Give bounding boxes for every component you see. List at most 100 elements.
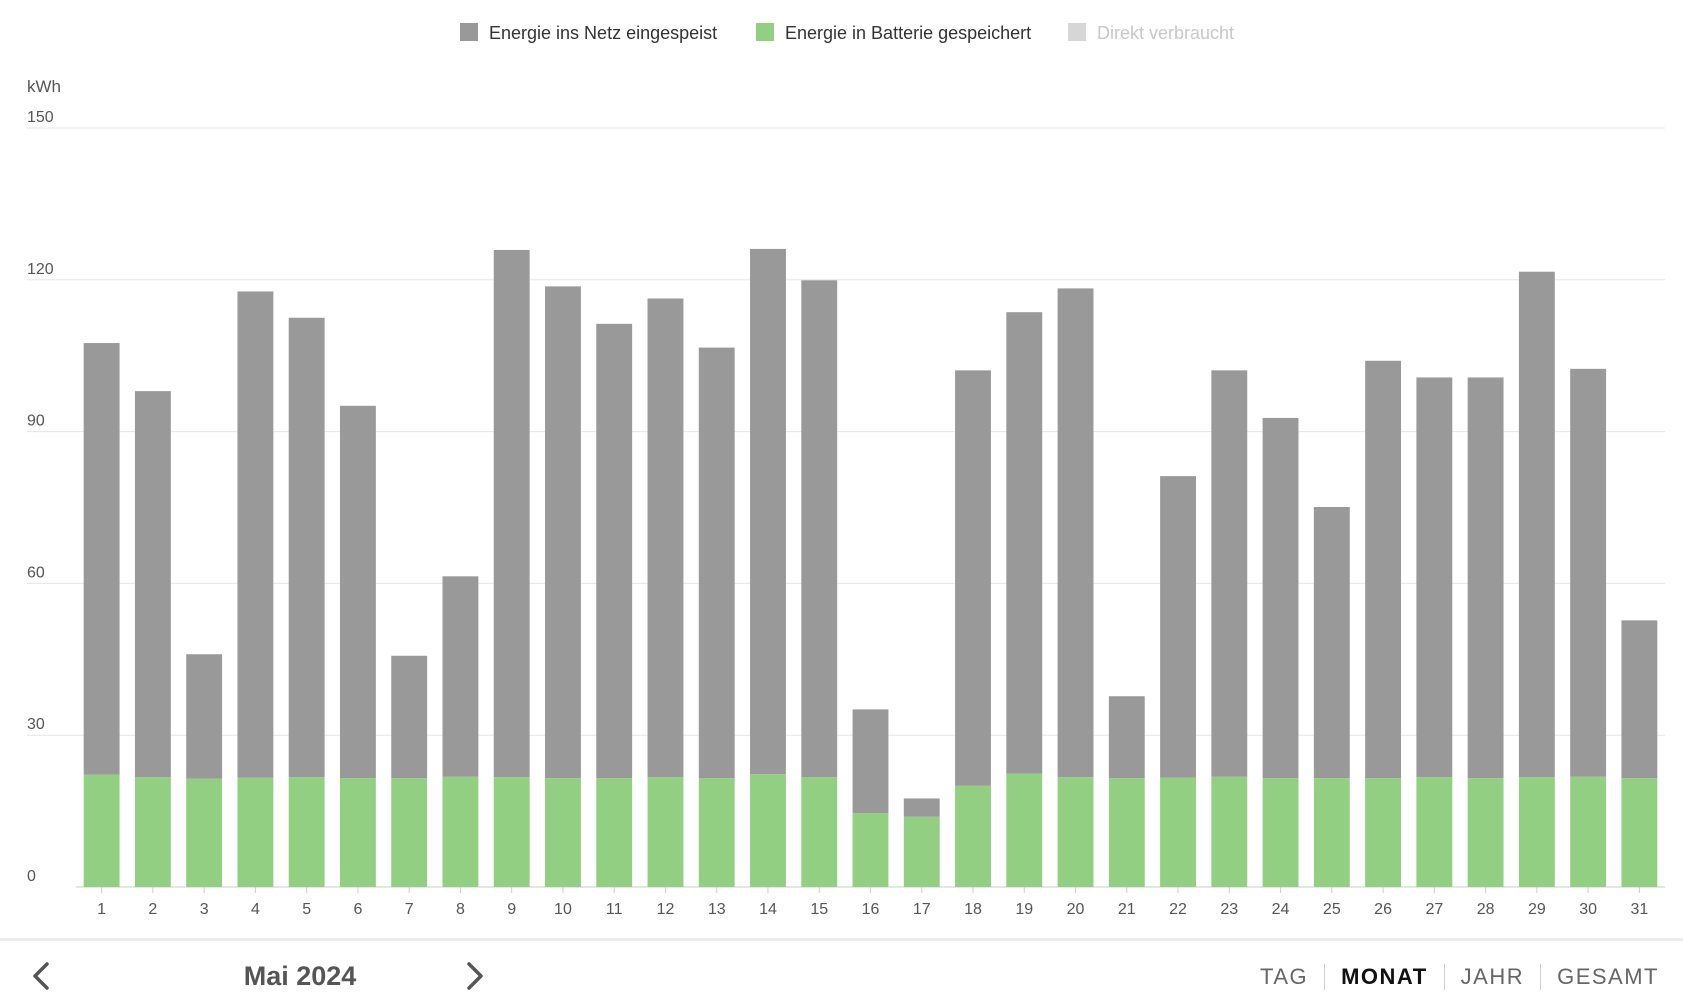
bar-battery[interactable]	[391, 778, 428, 887]
bar-battery[interactable]	[1416, 777, 1453, 887]
bar-battery[interactable]	[750, 774, 786, 887]
bar-battery[interactable]	[596, 778, 633, 887]
bar-battery[interactable]	[1057, 777, 1094, 887]
x-tick-label: 14	[759, 901, 777, 918]
bar-grid-feed[interactable]	[1006, 312, 1043, 774]
x-axis: 1 2 3 4 5 6 7 8 9 10 11 12 13 14 15 16 17 18 19 20 21 22 23 24 2…	[97, 887, 1648, 918]
y-axis-unit-label: kWh	[27, 77, 61, 96]
x-tick-label: 22	[1169, 901, 1187, 918]
chart-bars	[83, 248, 1658, 887]
bar-battery[interactable]	[852, 813, 889, 887]
legend-label[interactable]: Energie ins Netz eingespeist	[489, 23, 717, 43]
x-tick-label: 7	[405, 901, 414, 918]
bar-battery[interactable]	[545, 778, 581, 887]
bar-battery[interactable]	[647, 777, 684, 887]
x-tick-label: 31	[1630, 901, 1648, 918]
bar-grid-feed[interactable]	[339, 405, 376, 779]
bar-battery[interactable]	[186, 778, 223, 887]
bar-grid-feed[interactable]	[801, 280, 838, 778]
legend-swatch[interactable]	[756, 23, 774, 41]
bar-battery[interactable]	[1108, 778, 1145, 887]
legend-swatch[interactable]	[1068, 23, 1086, 41]
period-navigation-bar: Mai 2024 TAG MONAT JAHR GESAMT	[0, 938, 1683, 1006]
bar-battery[interactable]	[903, 816, 940, 887]
bar-battery[interactable]	[1570, 776, 1607, 887]
bar-battery[interactable]	[1006, 773, 1043, 887]
x-tick-label: 17	[913, 901, 931, 918]
tab-tag[interactable]: TAG	[1260, 964, 1309, 989]
bar-grid-feed[interactable]	[1621, 620, 1658, 779]
bar-grid-feed[interactable]	[134, 391, 171, 778]
bar-grid-feed[interactable]	[852, 709, 889, 814]
bar-battery[interactable]	[83, 774, 120, 887]
bar-battery[interactable]	[339, 778, 376, 887]
bar-battery[interactable]	[288, 777, 325, 887]
bar-battery[interactable]	[1621, 778, 1658, 887]
bar-battery[interactable]	[442, 776, 479, 887]
bar-battery[interactable]	[1313, 778, 1350, 887]
bar-grid-feed[interactable]	[596, 323, 633, 779]
bar-battery[interactable]	[955, 785, 991, 887]
x-tick-label: 19	[1015, 901, 1033, 918]
bar-battery[interactable]	[237, 777, 274, 887]
tab-gesamt[interactable]: GESAMT	[1540, 964, 1675, 990]
bar-grid-feed[interactable]	[545, 286, 581, 779]
x-tick-label: 23	[1220, 901, 1238, 918]
bar-battery[interactable]	[1211, 776, 1248, 887]
bar-battery[interactable]	[493, 777, 530, 887]
bar-battery[interactable]	[134, 777, 171, 887]
x-tick-label: 20	[1067, 901, 1085, 918]
x-tick-label: 18	[964, 901, 982, 918]
bar-grid-feed[interactable]	[1365, 360, 1402, 779]
y-tick-label: 0	[27, 868, 36, 885]
tab-jahr[interactable]: JAHR	[1443, 964, 1540, 990]
bar-battery[interactable]	[1262, 778, 1299, 887]
x-tick-label: 21	[1118, 901, 1136, 918]
bar-grid-feed[interactable]	[391, 655, 428, 779]
legend-label[interactable]: Direkt verbraucht	[1097, 23, 1234, 43]
chevron-right-icon[interactable]	[458, 959, 492, 993]
x-tick-label: 2	[148, 901, 157, 918]
bar-grid-feed[interactable]	[647, 298, 684, 778]
y-tick-label: 90	[27, 413, 45, 430]
bar-grid-feed[interactable]	[1160, 476, 1196, 778]
x-tick-label: 26	[1374, 901, 1392, 918]
bar-grid-feed[interactable]	[750, 248, 786, 775]
bar-grid-feed[interactable]	[1570, 368, 1607, 777]
bar-battery[interactable]	[698, 778, 735, 887]
bar-grid-feed[interactable]	[1416, 377, 1453, 778]
bar-grid-feed[interactable]	[698, 347, 735, 779]
x-tick-label: 15	[810, 901, 828, 918]
bar-battery[interactable]	[1160, 777, 1196, 887]
bar-grid-feed[interactable]	[493, 249, 530, 778]
bar-grid-feed[interactable]	[288, 317, 325, 778]
x-tick-label: 1	[97, 901, 106, 918]
bar-grid-feed[interactable]	[1518, 271, 1555, 778]
bar-grid-feed[interactable]	[1211, 370, 1248, 777]
bar-grid-feed[interactable]	[1108, 696, 1145, 779]
bar-battery[interactable]	[1365, 778, 1402, 887]
bar-grid-feed[interactable]	[903, 798, 940, 817]
x-tick-label: 27	[1425, 901, 1443, 918]
x-tick-label: 4	[251, 901, 260, 918]
x-tick-label: 9	[507, 901, 516, 918]
bar-grid-feed[interactable]	[1467, 377, 1504, 779]
bar-grid-feed[interactable]	[955, 370, 991, 786]
bar-grid-feed[interactable]	[83, 343, 120, 775]
bar-grid-feed[interactable]	[1262, 417, 1299, 779]
period-label: Mai 2024	[243, 961, 357, 991]
bar-grid-feed[interactable]	[442, 576, 479, 777]
chevron-left-icon[interactable]	[24, 959, 58, 993]
energy-chart: Energie ins Netz eingespeist Energie in B…	[27, 23, 1665, 918]
bar-grid-feed[interactable]	[186, 654, 223, 779]
bar-battery[interactable]	[1467, 778, 1504, 887]
bar-battery[interactable]	[1518, 777, 1555, 887]
legend-label[interactable]: Energie in Batterie gespeichert	[785, 23, 1031, 43]
x-tick-label: 30	[1579, 901, 1597, 918]
bar-grid-feed[interactable]	[237, 291, 274, 778]
bar-battery[interactable]	[801, 777, 838, 887]
bar-grid-feed[interactable]	[1313, 506, 1350, 779]
legend-swatch[interactable]	[460, 23, 478, 41]
tab-monat[interactable]: MONAT	[1324, 964, 1444, 990]
bar-grid-feed[interactable]	[1057, 288, 1094, 778]
